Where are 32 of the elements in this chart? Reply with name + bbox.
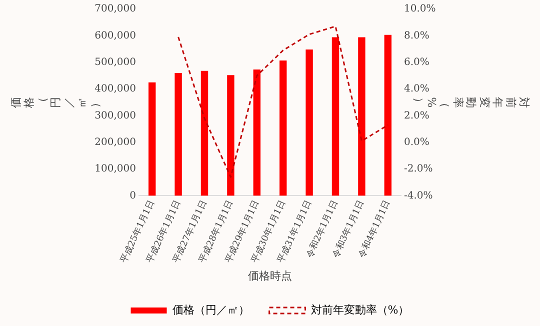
y-tick-label: 500,000 <box>94 56 136 68</box>
bar <box>148 82 156 196</box>
y-tick-label: 300,000 <box>94 110 136 122</box>
y2-tick-label: 8.0% <box>404 30 430 42</box>
bar <box>227 75 234 196</box>
y-tick-label: 400,000 <box>94 84 136 95</box>
y-tick-label: 200,000 <box>94 136 136 148</box>
y2-tick-label: -4.0% <box>404 190 433 202</box>
y-tick-label: 600,000 <box>94 30 136 42</box>
bar <box>200 70 208 196</box>
y2-tick-label: 2.0% <box>404 110 430 122</box>
legend-label: 対前年変動率（%） <box>310 303 410 316</box>
y2-tick-label: 0.0% <box>404 136 430 148</box>
line-series <box>178 26 389 178</box>
bar <box>306 50 313 196</box>
y2-tick-label: -2.0% <box>404 164 433 175</box>
bar <box>332 37 340 196</box>
legend-label: 価格（円／㎡） <box>172 303 250 316</box>
bar <box>280 60 287 196</box>
y2-tick-label: 6.0% <box>404 56 430 68</box>
y-tick-label: 700,000 <box>94 4 136 15</box>
y2-tick-label: 10.0% <box>404 4 436 15</box>
bar <box>174 73 182 196</box>
text: 対前年変動率（%） <box>412 96 531 108</box>
y2-tick-label: 4.0% <box>404 84 430 95</box>
y-axis-title: 価格（円／㎡） <box>9 96 102 109</box>
y-tick-label: 0 <box>130 190 136 202</box>
bar <box>358 37 366 196</box>
bar <box>253 70 261 196</box>
x-axis-title: 価格時点 <box>248 269 292 282</box>
y-tick-label: 100,000 <box>94 164 136 175</box>
bar <box>384 34 392 196</box>
